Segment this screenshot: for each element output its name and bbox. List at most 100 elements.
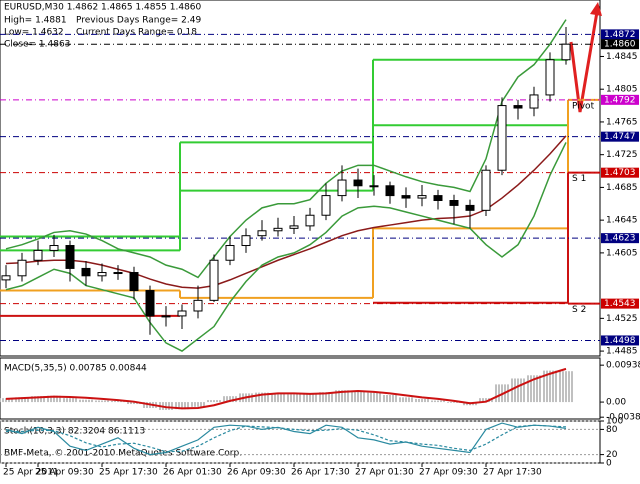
price-label: 1.4872 <box>604 30 636 40</box>
y-tick-label: 1.4645 <box>606 216 638 226</box>
y-tick-label: 1.4765 <box>606 117 638 127</box>
x-tick-label: 26 Apr 09:30 <box>227 468 286 478</box>
price-label: 1.4543 <box>604 299 636 309</box>
macd-title: MACD(5,35,5) 0.00785 0.00844 <box>4 364 147 374</box>
y-tick-label: 1.4525 <box>606 314 638 324</box>
y-tick-label: -0.00384 <box>606 413 640 423</box>
candle-body <box>225 245 235 261</box>
candle-body <box>529 94 539 109</box>
drawn-arrow <box>569 5 600 113</box>
candle-body <box>209 259 219 301</box>
candle-body <box>433 195 443 202</box>
candle-body <box>545 59 555 96</box>
candle-body <box>465 204 475 211</box>
signal-line <box>5 367 567 410</box>
main-frame <box>0 0 601 357</box>
candle-body <box>497 105 507 171</box>
candle-body <box>33 249 43 261</box>
candle-body <box>145 290 155 317</box>
y-tick-label: 0 <box>606 459 612 469</box>
y-tick-label: 0.00938 <box>606 361 640 371</box>
arrow-head <box>590 2 602 16</box>
candle-body <box>305 214 315 227</box>
candle-body <box>177 310 187 317</box>
candle-body <box>161 315 171 318</box>
candle-body <box>129 272 139 292</box>
candle-body <box>449 200 459 206</box>
price-label: 1.4498 <box>604 336 636 346</box>
candle-body <box>417 195 427 199</box>
candle-body <box>241 235 251 247</box>
candle-body <box>401 195 411 199</box>
price-box <box>601 29 639 40</box>
candle-body <box>561 43 571 61</box>
indicator-line <box>5 135 567 289</box>
candle-body <box>385 185 395 197</box>
price-label: 1.4792 <box>604 95 636 105</box>
x-tick-label: 27 Apr 17:30 <box>483 468 542 478</box>
x-tick-label: 26 Apr 01:30 <box>163 468 222 478</box>
candle-body <box>321 195 331 216</box>
price-box <box>601 233 639 244</box>
price-box <box>601 39 639 50</box>
candle-body <box>97 272 107 277</box>
candle-body <box>289 225 299 229</box>
x-tick-label: 25 Apr 17:30 <box>99 468 158 478</box>
price-box <box>601 167 639 178</box>
price-box <box>601 298 639 309</box>
y-tick-label: 0.00 <box>606 398 626 408</box>
price-label: 1.4860 <box>604 40 636 50</box>
y-tick-label: 1.4485 <box>606 347 638 357</box>
level-label: Pivot <box>572 101 595 111</box>
macd-frame <box>0 357 601 420</box>
level-label: S 2 <box>572 305 586 315</box>
stoch-title: Stoch(10,3,3) 82.3204 86.1113 <box>4 427 145 437</box>
indicator-line <box>5 19 567 279</box>
stoch-line <box>5 422 567 456</box>
candle-body <box>113 272 123 275</box>
price-box <box>601 94 639 105</box>
candle-body <box>257 230 267 237</box>
candle-body <box>65 245 75 269</box>
info: Close= 1.4863 <box>4 40 70 50</box>
candle-body <box>17 259 27 277</box>
info: Previous Days Range= 2.49 <box>76 16 201 26</box>
y-tick-label: 1.4605 <box>606 248 638 258</box>
candle-body <box>193 299 203 312</box>
y-tick-label: 1.4805 <box>606 85 638 95</box>
indicator-line <box>5 142 567 352</box>
x-tick-label: 25 Apr 2011 <box>3 468 59 478</box>
candle-body <box>369 185 379 188</box>
y-tick-label: 20 <box>606 450 618 460</box>
candle-body <box>337 179 347 197</box>
candle-body <box>353 179 363 187</box>
candle-body <box>1 275 11 281</box>
y-tick-label: 1.4845 <box>606 52 638 62</box>
info: High= 1.4881 <box>4 16 67 26</box>
price-label: 1.4747 <box>604 132 636 142</box>
candle-body <box>513 105 523 109</box>
y-tick-label: 1.4685 <box>606 183 638 193</box>
x-tick-label: 27 Apr 09:30 <box>419 468 478 478</box>
price-label: 1.4703 <box>604 168 636 178</box>
candle-body <box>273 227 283 232</box>
info: Low= 1.4632 <box>4 28 64 38</box>
candle-body <box>49 245 59 251</box>
x-tick-label: 27 Apr 01:30 <box>355 468 414 478</box>
chart-title: EURUSD,M30 1.4862 1.4865 1.4855 1.4860 <box>4 3 202 13</box>
info: Current Days Range= 0.18 <box>76 28 197 38</box>
x-tick-label: 25 Apr 09:30 <box>35 468 94 478</box>
candle-body <box>81 267 91 277</box>
y-tick-label: 80 <box>606 425 618 435</box>
copyright: BMF-Meta, © 2001-2010 MetaQuotes Softwar… <box>4 449 242 459</box>
candle-body <box>481 169 491 211</box>
price-label: 1.4623 <box>604 234 636 244</box>
x-tick-label: 26 Apr 17:30 <box>291 468 350 478</box>
price-box <box>601 335 639 346</box>
stoch-line <box>6 424 567 453</box>
price-box <box>601 131 639 142</box>
level-label: S 1 <box>572 174 586 184</box>
y-tick-label: 100 <box>606 417 623 427</box>
